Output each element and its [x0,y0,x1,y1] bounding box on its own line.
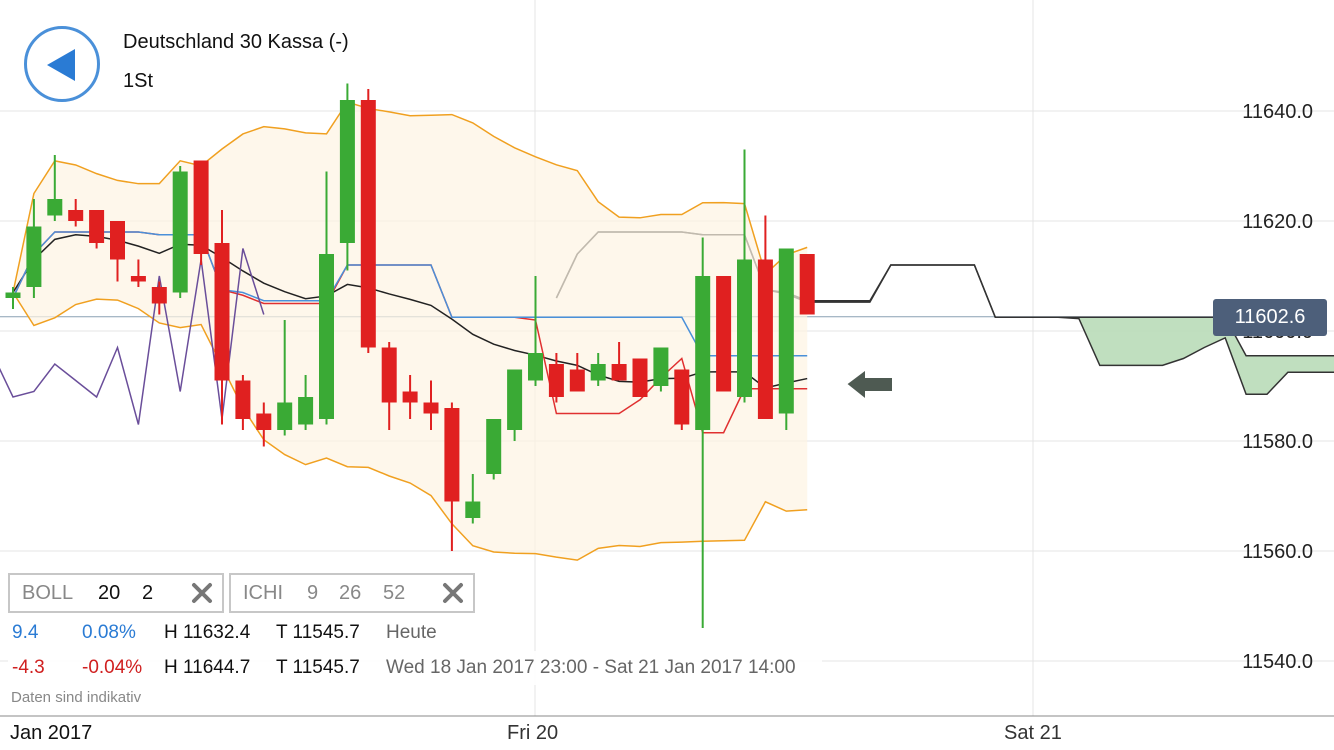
candle-body [611,364,627,381]
range-label: Wed 18 Jan 2017 23:00 - Sat 21 Jan 2017 … [386,657,796,678]
bollinger-lower-line [12,292,808,561]
candle-body [193,160,209,254]
candle-body [256,413,272,430]
back-arrow-icon [47,49,75,81]
today-low: T 11545.7 [276,622,360,643]
y-tick-label: 11540.0 [1242,651,1313,673]
candle-body [590,364,606,381]
candle-body [47,199,63,216]
boll-param-1: 20 [98,582,121,604]
candlesticks [5,83,815,628]
candle-body [778,248,794,414]
candle-body [423,402,439,414]
bollinger-upper-line [12,101,808,293]
today-change-pct: 0.08% [82,622,136,643]
candle-body [89,210,105,243]
candle-body [235,380,251,419]
candle-body [26,226,42,287]
today-stats-row: 9.4 0.08% H 11632.4 T 11545.7 Heute [8,616,444,650]
candle-body [68,210,84,221]
range-change: -4.3 [12,657,45,678]
y-tick-label: 11580.0 [1242,431,1313,453]
close-icon[interactable] [190,581,214,605]
candle-body [528,353,543,381]
candle-body [151,287,167,304]
boll-param-2: 2 [142,582,154,604]
y-tick-label: 11620.0 [1242,211,1313,233]
range-low: T 11545.7 [276,657,360,678]
ichi-name: ICHI [243,582,283,604]
candle-body [465,501,481,518]
candle-body [674,369,690,425]
today-change: 9.4 [12,622,39,643]
ichi-param-1: 9 [307,582,319,604]
candle-body [110,221,125,260]
price-marker-arrow [844,367,894,403]
ichi-indicator-chip[interactable]: ICHI 9 26 52 [229,573,475,613]
chikou-line [0,248,265,425]
candle-body [799,254,815,315]
candle-body [5,292,21,298]
candle-body [339,100,355,243]
ichi-param-3: 52 [383,582,406,604]
range-change-pct: -0.04% [82,657,143,678]
candle-body [360,100,376,348]
ichi-param-2: 26 [339,582,362,604]
candle-body [402,391,418,403]
y-tick-label: 11560.0 [1242,541,1313,563]
range-high: H 11644.7 [164,657,251,678]
y-tick-label: 11640.0 [1242,101,1313,123]
candle-body [214,243,230,381]
candle-body [298,397,314,425]
candle-body [757,259,773,419]
today-high: H 11632.4 [164,622,251,643]
x-label-fri-20: Fri 20 [507,722,559,744]
instrument-title: Deutschland 30 Kassa (-) [123,31,349,53]
bollinger-band-area [13,102,808,561]
today-label: Heute [386,622,437,643]
bollinger-band-fill [13,102,808,561]
current-price-tag: 11602.6 [1213,299,1327,336]
candle-body [277,402,293,430]
candle-body [737,259,752,397]
range-stats-row: -4.3 -0.04% H 11644.7 T 11545.7 Wed 18 J… [8,651,822,685]
close-icon[interactable] [441,581,465,605]
back-button[interactable] [24,26,100,102]
y-axis: 11540.011560.011580.011600.011620.011640… [1242,101,1313,673]
candle-body [569,369,585,392]
candle-body [695,276,711,430]
interval-label[interactable]: 1St [123,70,154,92]
boll-name: BOLL [22,582,74,604]
kijun-line [12,231,808,357]
candle-body [548,364,564,397]
candle-body [381,347,397,403]
disclaimer-text: Daten sind indikativ [11,689,142,706]
current-price-arrow [844,367,894,403]
candle-body [632,358,648,397]
candle-body [130,276,146,282]
candle-body [444,408,460,502]
candle-body [486,419,502,474]
candle-body [507,369,523,430]
cloud-area [556,232,1334,395]
candle-body [319,254,334,419]
boll-indicator-chip[interactable]: BOLL 20 2 [8,573,224,613]
x-label-jan-2017: Jan 2017 [0,722,112,745]
candle-body [172,171,188,293]
candle-body [716,276,732,392]
candle-body [653,347,669,386]
x-label-sat-21: Sat 21 [1004,722,1062,744]
